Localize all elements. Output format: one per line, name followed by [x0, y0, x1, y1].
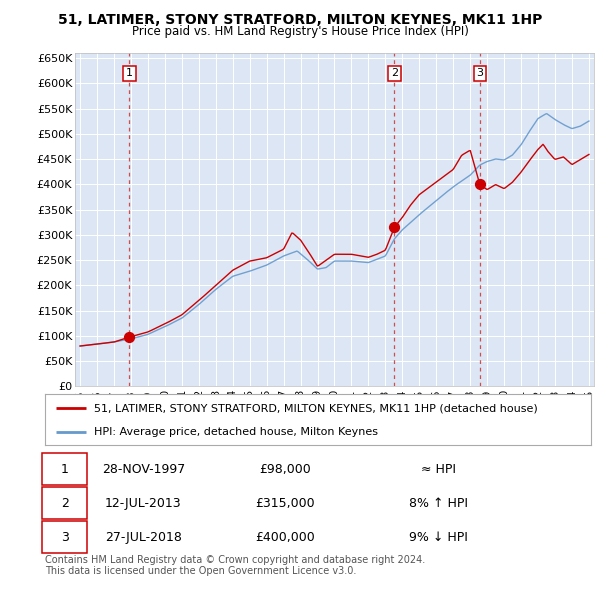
Text: 3: 3 [61, 530, 68, 544]
FancyBboxPatch shape [42, 487, 87, 519]
Text: 2: 2 [61, 497, 68, 510]
Text: 3: 3 [476, 68, 484, 78]
Point [389, 222, 399, 232]
Text: 1: 1 [126, 68, 133, 78]
Text: 28-NOV-1997: 28-NOV-1997 [101, 463, 185, 476]
Text: ≈ HPI: ≈ HPI [421, 463, 455, 476]
Text: 9% ↓ HPI: 9% ↓ HPI [409, 530, 467, 544]
Text: 2: 2 [391, 68, 398, 78]
Text: £315,000: £315,000 [256, 497, 315, 510]
Text: 51, LATIMER, STONY STRATFORD, MILTON KEYNES, MK11 1HP (detached house): 51, LATIMER, STONY STRATFORD, MILTON KEY… [94, 403, 538, 413]
Text: 27-JUL-2018: 27-JUL-2018 [105, 530, 182, 544]
Text: 1: 1 [61, 463, 68, 476]
Text: 51, LATIMER, STONY STRATFORD, MILTON KEYNES, MK11 1HP: 51, LATIMER, STONY STRATFORD, MILTON KEY… [58, 13, 542, 27]
Text: HPI: Average price, detached house, Milton Keynes: HPI: Average price, detached house, Milt… [94, 428, 378, 437]
FancyBboxPatch shape [42, 453, 87, 485]
Text: £98,000: £98,000 [259, 463, 311, 476]
Text: Price paid vs. HM Land Registry's House Price Index (HPI): Price paid vs. HM Land Registry's House … [131, 25, 469, 38]
Text: £400,000: £400,000 [256, 530, 315, 544]
Point [125, 332, 134, 342]
Text: Contains HM Land Registry data © Crown copyright and database right 2024.
This d: Contains HM Land Registry data © Crown c… [45, 555, 425, 576]
Point [475, 180, 485, 189]
Text: 12-JUL-2013: 12-JUL-2013 [105, 497, 182, 510]
Text: 8% ↑ HPI: 8% ↑ HPI [409, 497, 467, 510]
FancyBboxPatch shape [42, 521, 87, 553]
